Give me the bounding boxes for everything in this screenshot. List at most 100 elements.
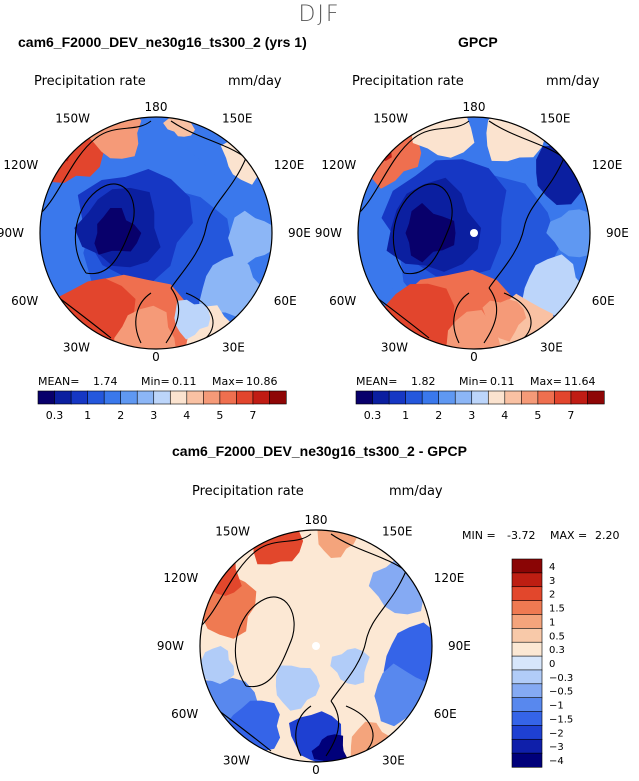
longitude-label-nne: 150E — [222, 112, 253, 126]
colorbar-cell — [511, 697, 543, 713]
colorbar-cell — [511, 711, 543, 726]
colorbar-cell — [54, 390, 72, 405]
colorbar-tick-label: 2 — [117, 409, 124, 422]
field-layer — [40, 117, 272, 349]
colorbar-tick-label: 3 — [468, 409, 475, 422]
panel-1-title: cam6_F2000_DEV_ne30g16_ts300_2 (yrs 1) — [18, 34, 307, 50]
panel-2-title: GPCP — [458, 34, 498, 50]
panel-2-colorbar: 0.30.711.522.533.544.55678 — [355, 390, 605, 422]
precip-region — [546, 209, 590, 258]
coastline — [330, 533, 407, 702]
coastline — [488, 120, 565, 289]
panel-1-map: 180 150E 120E 90E 60E 30E 0 30W 60W 90W 120W 150W — [0, 100, 311, 364]
colorbar-cell — [537, 390, 555, 405]
coastline — [74, 183, 135, 275]
panel-2-mean-value: 1.82 — [411, 375, 436, 388]
colorbar-cell — [511, 600, 543, 616]
panel-3-units-label: mm/day — [389, 484, 443, 499]
colorbar-cell — [252, 390, 271, 405]
colorbar-tick-label: 7 — [567, 409, 574, 422]
colorbar-cell — [454, 390, 473, 405]
longitude-label-n: 180 — [145, 100, 168, 114]
colorbar-tick-label: 0.3 — [549, 645, 565, 656]
longitude-label-e: 90E — [288, 226, 311, 240]
colorbar-cell — [587, 390, 605, 405]
colorbar-tick-label: 5 — [216, 409, 223, 422]
colorbar-cell — [269, 390, 287, 405]
colorbar-tick-label: 7 — [249, 409, 256, 422]
longitude-label-wnw: 120W — [321, 158, 356, 172]
longitude-label-nnw: 150W — [373, 112, 408, 126]
colorbar-tick-label: 2 — [435, 409, 442, 422]
colorbar-cell — [554, 390, 572, 405]
colorbar-cell — [120, 390, 138, 405]
precip-region — [275, 665, 320, 711]
colorbar-tick-label: 1 — [84, 409, 91, 422]
colorbar-cell — [405, 390, 423, 405]
colorbar-cell — [136, 390, 155, 405]
coastline — [165, 287, 214, 344]
colorbar-tick-label: 0.5 — [549, 631, 565, 642]
colorbar-tick-label: 0.3 — [364, 409, 382, 422]
page-title: DJF — [298, 2, 341, 27]
colorbar-cell — [203, 390, 221, 405]
longitude-label-w: 90W — [0, 226, 24, 240]
panel-1-units-label: mm/day — [228, 74, 282, 89]
colorbar-tick-label: −2 — [549, 728, 564, 739]
panel-3-map: 180 150E 120E 90E 60E 30E 0 30W 60W 90W 120W 150W — [157, 513, 471, 777]
coastlines — [40, 120, 247, 344]
colorbar-cell — [511, 641, 543, 657]
panel-1-max-label: Max= — [212, 375, 244, 388]
colorbar-tick-label: −4 — [549, 756, 564, 767]
panel-1-colorbar: 0.30.711.522.533.544.55678 — [37, 390, 287, 422]
map-boundary — [357, 116, 591, 350]
longitude-label-wsw: 60W — [329, 294, 356, 308]
panel-1-min-value: 0.11 — [172, 375, 197, 388]
colorbar-tick-label: 4 — [183, 409, 190, 422]
longitude-label-wsw: 60W — [171, 707, 198, 721]
longitude-label-nnw: 150W — [215, 525, 250, 539]
colorbar-cell — [87, 390, 105, 405]
precip-region — [199, 254, 263, 318]
panel-1-mean-label: MEAN= — [38, 375, 80, 388]
precip-region — [405, 203, 456, 263]
map-boundary — [39, 116, 273, 350]
colorbar-cell — [521, 390, 539, 405]
colorbar-tick-label: −1.5 — [549, 715, 573, 726]
longitude-label-nne: 150E — [382, 525, 413, 539]
panel-3-min-value: -3.72 — [507, 529, 536, 542]
longitude-label-ssw: 30W — [63, 340, 90, 354]
colorbar-cell — [570, 390, 589, 405]
precip-region — [486, 117, 547, 162]
colorbar-cell — [511, 558, 543, 574]
colorbar-cell — [372, 390, 390, 405]
pole-marker — [312, 642, 320, 650]
longitude-label-s: 0 — [470, 350, 478, 364]
panel-3-min-label: MIN = — [462, 529, 496, 542]
precip-region — [200, 646, 235, 684]
coastline — [135, 292, 152, 344]
longitude-label-s: 0 — [152, 350, 160, 364]
coastline — [170, 120, 247, 289]
longitude-label-nnw: 150W — [55, 112, 90, 126]
colorbar-cell — [511, 738, 543, 754]
colorbar-cell — [438, 390, 456, 405]
colorbar-tick-label: 5 — [534, 409, 541, 422]
colorbar-tick-label: 3 — [150, 409, 157, 422]
field-layer — [200, 530, 432, 762]
panel-2-mean-label: MEAN= — [356, 375, 398, 388]
panel-2-min-label: Min= — [459, 375, 488, 388]
colorbar-cell — [236, 390, 254, 405]
colorbar-cell — [511, 628, 543, 643]
longitude-label-e: 90E — [448, 639, 471, 653]
coastline — [453, 292, 470, 344]
colorbar-cell — [511, 655, 543, 671]
precip-region — [411, 117, 475, 158]
coastline — [234, 596, 295, 688]
colorbar-tick-label: 2 — [549, 590, 555, 601]
colorbar-cell — [37, 390, 56, 405]
coastline — [358, 120, 470, 214]
colorbar-tick-label: 0 — [549, 659, 555, 670]
colorbar-cell — [511, 572, 543, 588]
colorbar-cell — [421, 390, 440, 405]
